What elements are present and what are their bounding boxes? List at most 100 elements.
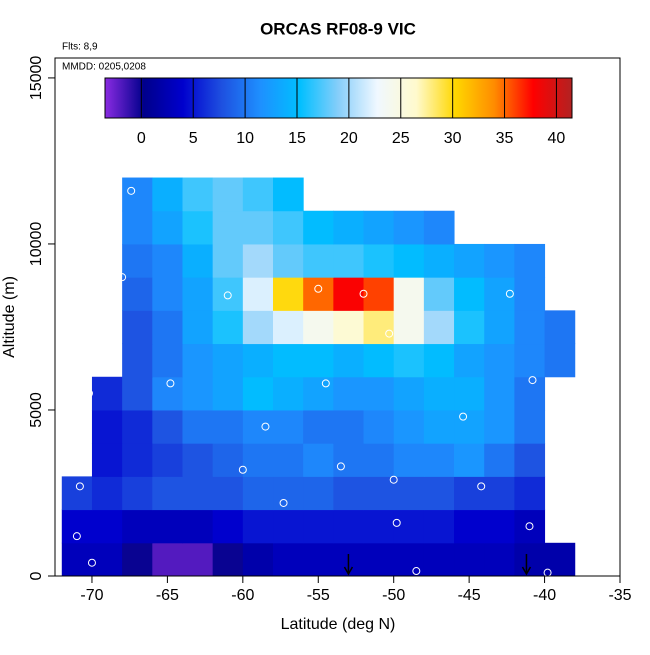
heat-cell xyxy=(91,376,123,411)
colorbar-tick-label: 0 xyxy=(137,130,146,147)
x-tick-label: -40 xyxy=(533,587,556,604)
note: Flts: 8,9 xyxy=(62,42,98,53)
sample-point xyxy=(72,532,81,541)
heat-cell xyxy=(454,277,485,311)
heat-cell xyxy=(303,542,334,577)
heat-cell xyxy=(303,210,334,245)
heat-cell xyxy=(484,277,515,311)
heat-cell xyxy=(454,542,485,577)
heat-cell xyxy=(152,243,183,278)
chart-title: ORCAS RF08-9 VIC xyxy=(260,19,416,38)
heat-cell xyxy=(423,343,455,378)
heat-cell xyxy=(212,409,244,444)
heat-cell xyxy=(363,476,395,511)
heat-cell xyxy=(152,509,183,544)
heat-cell xyxy=(61,476,93,511)
heat-cell xyxy=(242,210,274,245)
heat-cell xyxy=(122,509,153,544)
heat-cell xyxy=(182,509,214,544)
heat-cell xyxy=(393,343,425,378)
heat-cell xyxy=(393,542,425,577)
heat-cell xyxy=(423,443,455,477)
colorbar-tick-label: 10 xyxy=(236,130,254,147)
heat-cell xyxy=(61,542,93,577)
colorbar-tick-label: 20 xyxy=(340,130,358,147)
sample-point xyxy=(314,284,323,293)
heat-cell xyxy=(91,409,123,444)
sample-point xyxy=(166,379,175,388)
heat-cell xyxy=(122,542,153,577)
heat-cell xyxy=(122,243,153,278)
heat-cell xyxy=(242,343,274,378)
sample-point xyxy=(321,379,330,388)
heat-cell xyxy=(454,376,485,411)
heat-cell xyxy=(303,509,334,544)
heat-cell xyxy=(514,509,546,544)
colorbar xyxy=(104,77,573,119)
heat-cell xyxy=(363,409,395,444)
heat-cell xyxy=(212,443,244,477)
heat-cell xyxy=(514,277,546,311)
heat-cell xyxy=(484,476,515,511)
heat-cell xyxy=(122,277,153,311)
arrow xyxy=(521,554,532,576)
heat-cell xyxy=(182,409,214,444)
heat-cell xyxy=(363,210,395,245)
heat-cell xyxy=(91,443,123,477)
y-tick-label: 0 xyxy=(28,571,45,580)
heat-cell xyxy=(333,509,365,544)
heat-cell xyxy=(273,376,304,411)
heat-cell xyxy=(393,476,425,511)
heat-cell xyxy=(91,476,123,511)
x-tick-label: -65 xyxy=(156,587,179,604)
heat-cell xyxy=(182,177,214,212)
arrow xyxy=(343,554,354,576)
heat-cell xyxy=(333,343,365,378)
heat-cell xyxy=(182,476,214,511)
heat-cell xyxy=(514,542,546,577)
heat-cell xyxy=(212,376,244,411)
heat-cell xyxy=(484,542,515,577)
heat-cell xyxy=(91,509,123,544)
heat-cell xyxy=(303,243,334,278)
colorbar-tick-label: 40 xyxy=(548,130,566,147)
sample-point xyxy=(477,482,486,491)
heat-cell xyxy=(212,542,244,577)
heat-cell xyxy=(122,343,153,378)
x-axis-label: Latitude (deg N) xyxy=(281,616,396,633)
heat-cell xyxy=(273,542,304,577)
heat-cell xyxy=(514,243,546,278)
heat-cell xyxy=(454,243,485,278)
heat-cell xyxy=(393,277,425,311)
heat-cell xyxy=(333,409,365,444)
heat-cell xyxy=(333,243,365,278)
heat-cell xyxy=(152,177,183,212)
sample-point xyxy=(505,289,514,298)
heat-cell xyxy=(242,277,274,311)
sample-point xyxy=(459,412,468,421)
heat-cell xyxy=(212,177,244,212)
heat-cell xyxy=(182,210,214,245)
heat-cell xyxy=(484,243,515,278)
heat-cell xyxy=(423,509,455,544)
heat-cell xyxy=(182,343,214,378)
heat-cell xyxy=(423,376,455,411)
heat-cell xyxy=(273,343,304,378)
heat-cell xyxy=(484,343,515,378)
sample-point xyxy=(238,465,247,474)
heat-cell xyxy=(333,277,365,311)
heat-cell xyxy=(152,210,183,245)
heat-cell xyxy=(122,443,153,477)
heat-cell xyxy=(333,376,365,411)
heat-cell xyxy=(212,310,244,345)
note: MMDD: 0205,0208 xyxy=(62,62,146,73)
heat-cell xyxy=(242,243,274,278)
heat-cell xyxy=(393,243,425,278)
heat-cell xyxy=(152,310,183,345)
heat-cell xyxy=(273,409,304,444)
heat-cell xyxy=(152,277,183,311)
sample-point xyxy=(84,389,93,398)
heat-cell xyxy=(122,476,153,511)
heat-cell xyxy=(514,476,546,511)
